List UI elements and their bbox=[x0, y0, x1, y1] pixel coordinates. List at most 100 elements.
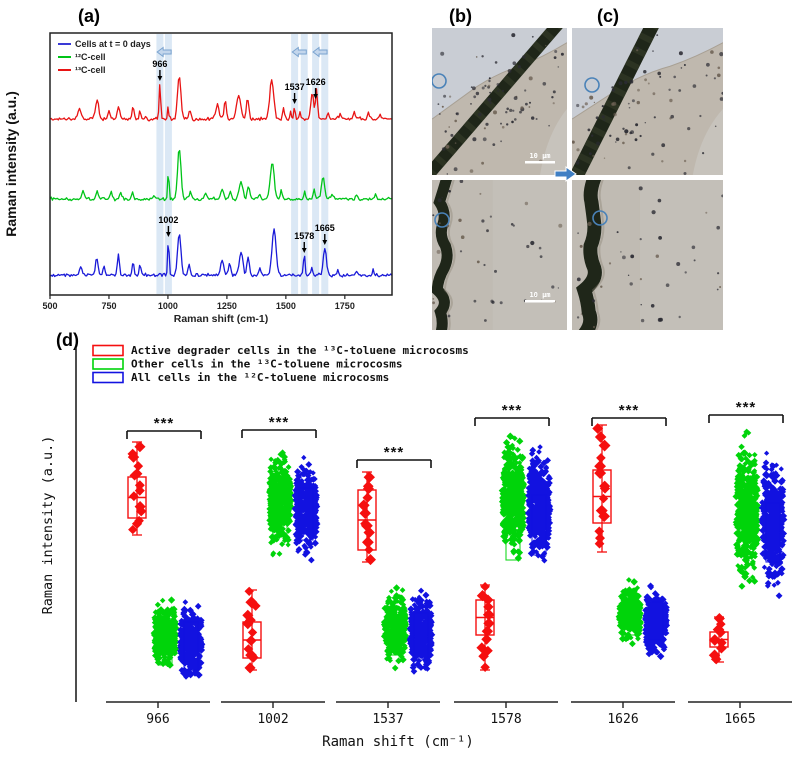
cell-dot bbox=[719, 52, 723, 57]
cell-dot bbox=[644, 78, 647, 82]
swarm-points bbox=[758, 450, 788, 600]
cell-dot bbox=[501, 125, 505, 129]
cluster-all-cells-12C bbox=[177, 599, 206, 680]
peak-arrowhead bbox=[301, 248, 307, 253]
cell-dot bbox=[699, 114, 702, 118]
x-tick-label: 1578 bbox=[490, 712, 521, 727]
cell-dot bbox=[554, 50, 558, 53]
fiber-edge bbox=[443, 180, 456, 330]
cell-dot bbox=[629, 282, 633, 286]
cell-dot bbox=[505, 111, 508, 114]
cell-dot bbox=[706, 62, 710, 67]
cell-dot bbox=[478, 112, 482, 117]
cell-dot bbox=[687, 127, 691, 131]
x-tick-label: 1626 bbox=[607, 712, 638, 727]
cell-dot bbox=[643, 70, 647, 74]
cell-dot bbox=[620, 251, 622, 253]
cell-dot bbox=[584, 102, 588, 106]
x-tick-label: 1002 bbox=[257, 712, 288, 727]
cell-dot bbox=[702, 152, 705, 155]
cell-dot bbox=[593, 101, 596, 104]
cell-dot bbox=[535, 118, 538, 120]
cell-dot bbox=[655, 254, 659, 258]
cell-dot bbox=[557, 66, 560, 68]
cell-dot bbox=[519, 110, 522, 114]
peak-arrowhead bbox=[313, 94, 318, 100]
cell-dot bbox=[529, 101, 531, 104]
cell-dot bbox=[629, 79, 634, 84]
cell-dot bbox=[589, 152, 592, 155]
scale-bar-label: 10 μm bbox=[529, 152, 550, 160]
cell-dot bbox=[683, 159, 687, 163]
cell-dot bbox=[488, 77, 491, 80]
cell-dot bbox=[469, 169, 474, 173]
cell-dot bbox=[670, 114, 674, 119]
highlight-band-966 bbox=[156, 34, 164, 294]
cell-dot bbox=[637, 88, 640, 92]
significance-stars: *** bbox=[502, 402, 523, 419]
cluster-other-cells-13C bbox=[150, 596, 180, 669]
cluster-other-cells-13C bbox=[266, 449, 295, 558]
peak-label-1626: 1626 bbox=[306, 77, 326, 87]
cell-dot bbox=[506, 107, 509, 111]
cell-dot bbox=[454, 119, 457, 123]
swarm-points bbox=[127, 441, 147, 535]
cell-dot bbox=[490, 299, 494, 303]
legend-label: Active degrader cells in the ¹³C-toluene… bbox=[131, 344, 469, 357]
cell-dot bbox=[601, 115, 605, 119]
legend-label: ¹³C-cell bbox=[75, 65, 106, 75]
cell-dot bbox=[717, 73, 721, 78]
legend-swatch bbox=[92, 344, 124, 357]
cell-dot bbox=[717, 66, 721, 70]
shift-left-arrow-icon bbox=[156, 46, 172, 58]
cell-dot bbox=[721, 194, 723, 198]
target-cell-circle bbox=[432, 73, 447, 89]
cell-dot bbox=[716, 288, 719, 291]
cell-dot bbox=[473, 299, 477, 303]
cell-dot bbox=[659, 75, 662, 78]
x-tick-label: 1000 bbox=[158, 301, 178, 311]
cell-dot bbox=[609, 134, 612, 137]
cell-dot bbox=[647, 82, 650, 85]
cell-dot bbox=[514, 118, 517, 121]
cell-dot bbox=[705, 74, 708, 77]
cell-dot bbox=[678, 89, 682, 92]
cell-dot bbox=[661, 160, 664, 163]
cell-dot bbox=[639, 238, 642, 241]
panel-a-label: (a) bbox=[78, 6, 100, 26]
cell-dot bbox=[657, 198, 662, 203]
cell-dot bbox=[534, 294, 537, 296]
spectrum-line-1 bbox=[49, 149, 393, 202]
cell-dot bbox=[492, 143, 496, 146]
x-tick-label: 1537 bbox=[372, 712, 403, 727]
cell-dot bbox=[487, 84, 491, 88]
cell-dot bbox=[531, 35, 534, 38]
cluster-active-degrader-13C bbox=[127, 441, 147, 536]
cell-dot bbox=[676, 262, 681, 266]
category-966: *** 966 bbox=[106, 415, 210, 727]
cell-dot bbox=[659, 317, 663, 322]
cell-dot bbox=[511, 120, 514, 124]
cell-dot bbox=[444, 130, 447, 133]
cell-dot bbox=[486, 229, 489, 233]
cell-dot bbox=[650, 304, 655, 308]
swarm-points bbox=[708, 613, 727, 665]
cell-dot bbox=[693, 259, 696, 262]
spectrum-line-2 bbox=[49, 77, 393, 122]
cell-dot bbox=[651, 210, 656, 215]
cell-dot bbox=[652, 50, 654, 52]
cell-dot bbox=[441, 105, 444, 108]
fiber-texture bbox=[432, 28, 563, 175]
significance-stars: *** bbox=[269, 414, 290, 431]
cell-dot bbox=[576, 148, 580, 152]
cell-dot bbox=[479, 192, 482, 195]
legend-label: ¹²C-cell bbox=[75, 52, 106, 62]
cell-dot bbox=[455, 112, 458, 115]
cell-dot bbox=[542, 82, 547, 86]
swarm-points bbox=[177, 599, 206, 680]
swarm-points bbox=[592, 423, 611, 549]
cell-dot bbox=[530, 240, 535, 246]
cell-dot bbox=[447, 314, 451, 318]
legend-label: Other cells in the ¹³C-toluene microcosm… bbox=[131, 358, 403, 371]
